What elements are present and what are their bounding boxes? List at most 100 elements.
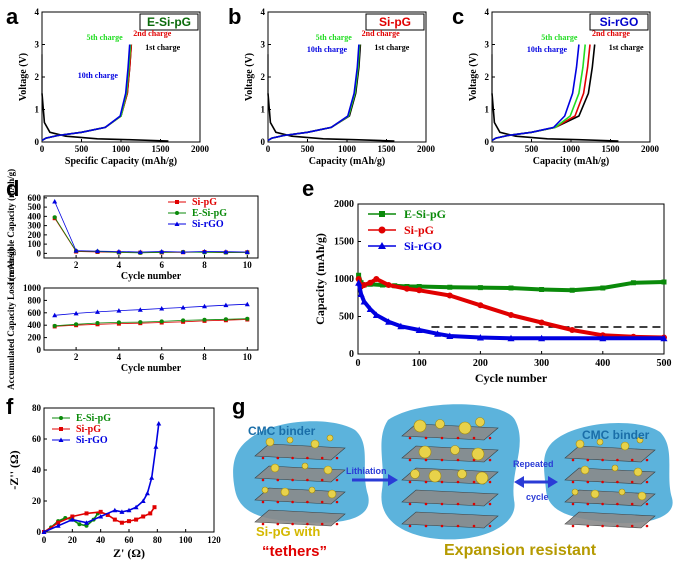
b-xtick-label: 2000 <box>417 144 436 154</box>
tether-dot <box>335 522 339 526</box>
caption-tethers: “tethers” <box>262 543 327 560</box>
caption-sipg-with: Si-pG with <box>256 524 320 539</box>
f-xtick-label: 40 <box>96 535 106 545</box>
a-ytick-label: 1 <box>35 105 40 115</box>
tether-dot <box>586 524 590 528</box>
e-point <box>373 276 380 282</box>
e-xtick-label: 100 <box>412 358 427 369</box>
f-legend-label: Si-rGO <box>76 435 108 446</box>
si-particle <box>265 437 275 447</box>
tether-dot <box>472 458 476 462</box>
si-particle <box>611 464 619 472</box>
e-point <box>630 280 636 286</box>
d-bottom-point <box>180 305 186 310</box>
tether-dot <box>276 456 280 460</box>
si-particle <box>471 447 485 461</box>
e-point <box>447 284 453 290</box>
tether-dot <box>291 522 294 526</box>
b-series-1st-charge <box>267 44 362 142</box>
e-point <box>367 279 374 286</box>
cycle-label: cycle <box>526 492 549 502</box>
a-xtick-label: 2000 <box>191 144 210 154</box>
a-ytick-label: 3 <box>35 40 40 50</box>
b-ylabel: Voltage (V) <box>244 53 255 101</box>
d-top-xtick-label: 6 <box>159 260 164 270</box>
f-ytick-label: 20 <box>32 496 42 506</box>
d-bottom-point <box>223 317 228 322</box>
panel-f-label: f <box>6 394 14 419</box>
tether-dot <box>456 524 460 528</box>
f-point <box>77 522 82 527</box>
a-series-10th-charge <box>41 44 131 142</box>
e-point <box>416 287 423 294</box>
e-point <box>446 332 454 339</box>
e-point <box>538 334 546 342</box>
e-point <box>599 334 607 342</box>
tether-dot <box>472 524 476 528</box>
tether-dot <box>440 502 444 506</box>
e-point <box>397 322 405 330</box>
a-ann-1st: 1st charge <box>145 43 180 52</box>
e-point <box>416 284 422 289</box>
e-legend-marker <box>379 211 385 217</box>
d-bottom-point <box>244 301 250 307</box>
tether-dot <box>291 500 294 504</box>
a-axes-frame <box>41 11 201 143</box>
tether-dot <box>645 502 649 506</box>
f-point <box>105 512 110 517</box>
e-xlabel: Cycle number <box>475 371 548 385</box>
d-bottom-ylabel: Accumulated Capacity Loss (mAh/g) <box>6 248 16 390</box>
tether-dot <box>320 456 324 460</box>
d-bottom-point <box>95 309 100 314</box>
cmc-binder-left: CMC binder <box>248 424 316 438</box>
a-box-label: E-Si-pG <box>147 15 191 29</box>
graphene-sheet <box>254 443 346 461</box>
d-top-xtick-label: 2 <box>74 260 79 270</box>
f-point <box>148 511 153 516</box>
tether-dot <box>424 480 428 484</box>
d-bottom-ytick-label: 400 <box>28 320 42 330</box>
e-point <box>355 279 363 286</box>
d-bottom-ytick-label: 0 <box>37 345 42 355</box>
f-point <box>84 511 89 516</box>
tether-dot <box>456 436 460 440</box>
repeated-cycle-arrowhead-right <box>548 476 558 488</box>
e-ytick-label: 1000 <box>334 274 354 285</box>
d-bottom-point <box>74 322 79 327</box>
c-xtick-label: 1500 <box>602 144 621 154</box>
tether-dot <box>335 456 339 460</box>
f-legend-marker <box>58 437 64 442</box>
d-bottom-xtick-label: 8 <box>202 352 207 362</box>
e-xtick-label: 300 <box>534 358 549 369</box>
si-particle <box>270 463 280 473</box>
lithiation-arrowhead <box>388 474 398 486</box>
d-top-point <box>137 249 143 254</box>
tether-dot <box>440 458 444 462</box>
tether-dot <box>472 436 476 440</box>
b-ytick-label: 1 <box>261 105 266 115</box>
e-point <box>477 302 484 309</box>
d-bottom-point <box>52 312 58 318</box>
e-point <box>415 326 423 333</box>
c-xtick-label: 2000 <box>641 144 660 154</box>
tether-dot <box>571 524 575 528</box>
si-particle <box>596 438 604 446</box>
c-ann-5th: 5th charge <box>541 33 578 42</box>
tether-dot <box>440 480 444 484</box>
d-bottom-point <box>52 323 57 328</box>
panel-b: 0 500 1000 1500 2000 0 1 2 3 4 Capacity (mAh/g) Vol… <box>244 7 436 167</box>
b-ann-1st: 1st charge <box>374 43 409 52</box>
d-top-ytick-label: 300 <box>28 221 42 231</box>
tether-dot <box>488 524 492 528</box>
graphene-sheet <box>401 423 499 441</box>
tether-dot <box>488 436 492 440</box>
b-xtick-label: 1000 <box>338 144 357 154</box>
si-particle <box>286 436 294 444</box>
si-particle <box>580 465 590 475</box>
panel-b-label: b <box>228 4 241 29</box>
a-ytick-label: 0 <box>35 137 40 147</box>
e-point <box>366 305 374 312</box>
si-particle <box>435 419 445 429</box>
b-ytick-label: 3 <box>261 40 266 50</box>
e-ytick-label: 500 <box>339 312 354 323</box>
